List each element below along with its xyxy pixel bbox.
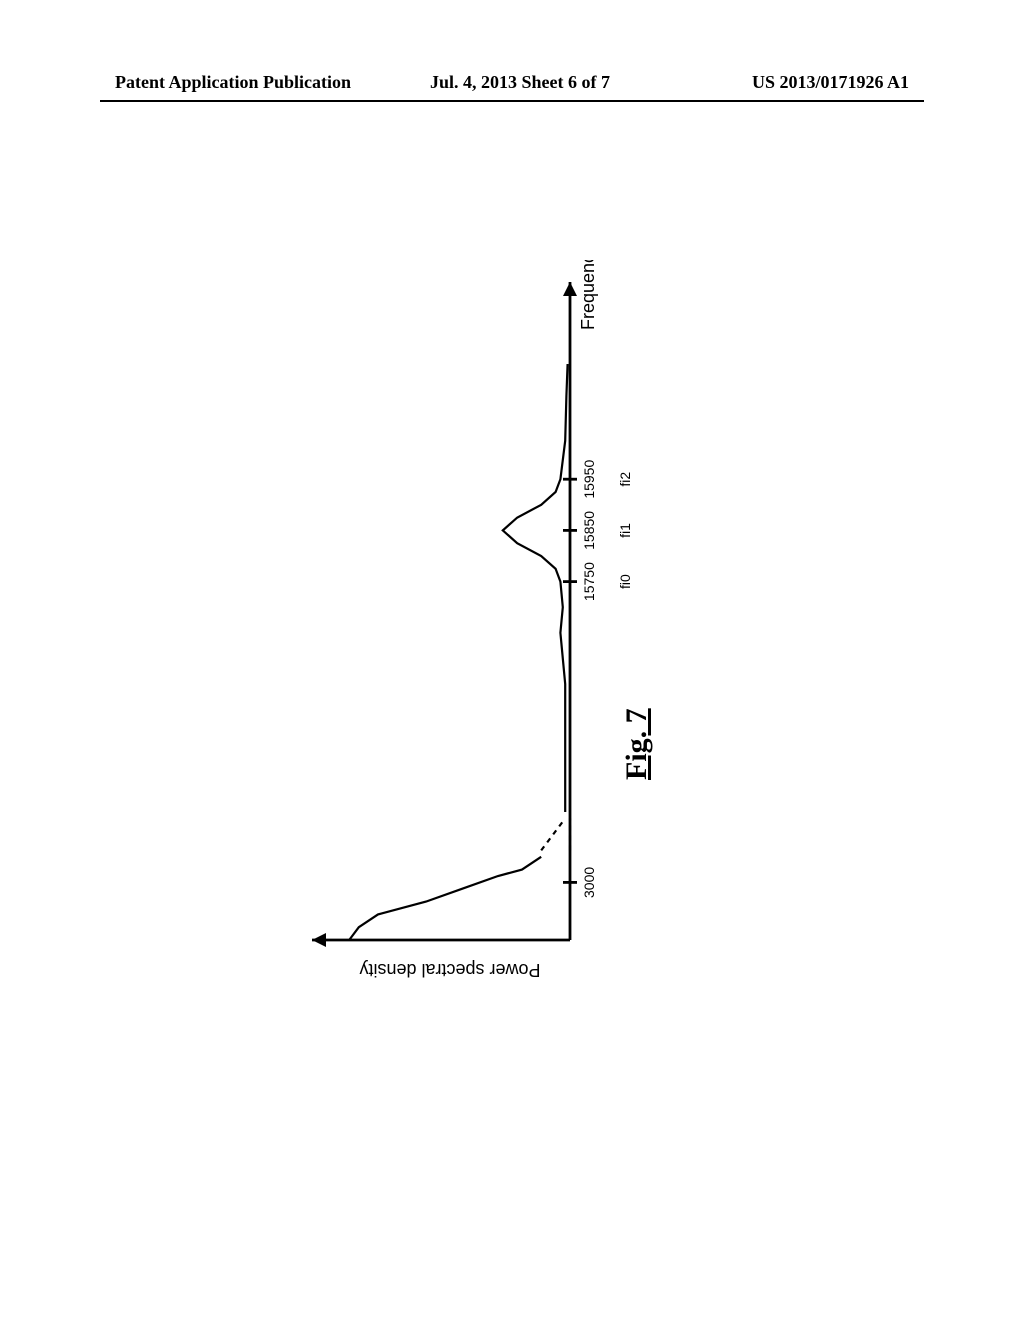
svg-text:fi0: fi0 [617,574,633,589]
plot-region: 3000 15750 15850 15950 fi0 fi1 fi2 Frequency … [312,260,633,980]
figure-caption: Fig. 7 [620,708,654,780]
svg-text:3000: 3000 [581,867,597,898]
header-right-text: US 2013/0171926 A1 [752,72,909,93]
svg-text:Power spectral density: Power spectral density [359,960,540,980]
svg-text:15850: 15850 [581,511,597,550]
header-rule [100,100,924,102]
figure-caption-text: Fig. 7 [620,708,653,780]
svg-text:fi1: fi1 [617,523,633,538]
patent-page: Patent Application Publication Jul. 4, 2… [0,0,1024,1320]
spectrum-chart: 3000 15750 15850 15950 fi0 fi1 fi2 Frequency … [290,260,740,1000]
header-center-text: Jul. 4, 2013 Sheet 6 of 7 [430,72,610,93]
svg-text:15950: 15950 [581,460,597,499]
svg-text:15750: 15750 [581,562,597,601]
svg-text:Frequency (Hz): Frequency (Hz) [578,260,598,330]
figure-area: 3000 15750 15850 15950 fi0 fi1 fi2 Frequency … [290,260,740,1000]
svg-text:fi2: fi2 [617,472,633,487]
header-left-text: Patent Application Publication [115,72,351,93]
page-header: Patent Application Publication Jul. 4, 2… [0,72,1024,102]
